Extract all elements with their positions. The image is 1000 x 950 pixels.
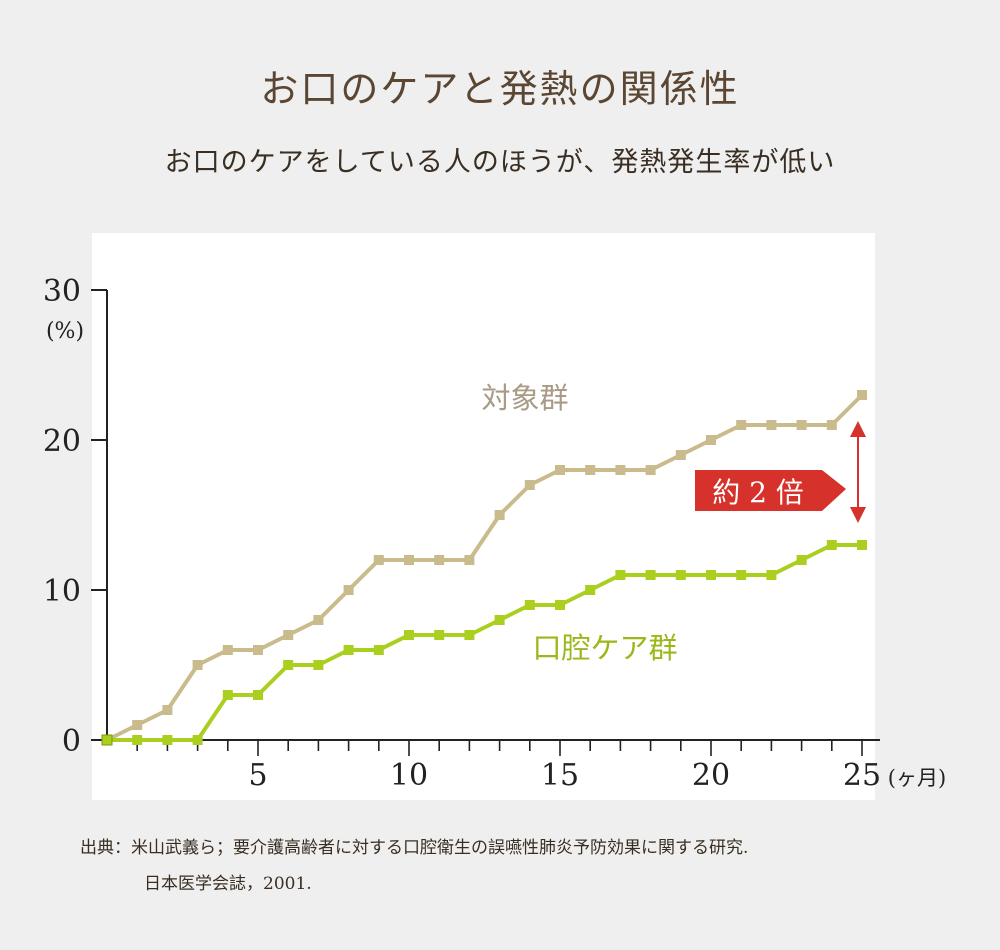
series-lines xyxy=(106,393,864,742)
callout-text: 約 2 倍 xyxy=(712,476,804,509)
series-2-point xyxy=(585,585,596,595)
series-1-point xyxy=(706,435,716,445)
series-2-point xyxy=(736,570,747,580)
series-2-point xyxy=(404,630,414,640)
series-1-point xyxy=(464,555,475,565)
series-label-2: 口腔ケア群 xyxy=(532,631,677,665)
series-1-point xyxy=(313,615,324,625)
y-tick-label: 0 xyxy=(62,724,81,759)
series-1-point xyxy=(494,510,505,520)
series-1-point xyxy=(615,465,626,475)
series-1-point xyxy=(645,465,656,475)
series-2-point xyxy=(645,570,656,580)
series-1-point xyxy=(796,420,807,430)
series-1-point xyxy=(404,555,414,565)
series-2-point xyxy=(222,690,233,700)
series-2-point xyxy=(494,615,505,625)
series-2-point xyxy=(857,540,867,550)
series-1-point xyxy=(253,645,263,655)
series-2-point xyxy=(766,570,777,580)
series-2-point xyxy=(706,570,716,580)
series-line-1 xyxy=(106,393,864,742)
series-2-point xyxy=(464,630,475,640)
callout-box xyxy=(695,470,846,511)
source-line-2: 日本医学会誌，2001. xyxy=(144,874,312,894)
series-2-point xyxy=(555,600,565,610)
series-1-point xyxy=(857,390,867,400)
x-tick-label: 5 xyxy=(248,758,267,793)
ratio-callout: 約 2 倍 xyxy=(695,421,866,523)
series-2-point xyxy=(826,540,837,550)
x-axis-label: (ヶ月) xyxy=(888,766,946,790)
series-line-2 xyxy=(107,543,862,742)
series-2-point xyxy=(434,630,445,640)
series-1-point xyxy=(132,720,143,730)
x-tick-label: 20 xyxy=(692,758,730,793)
series-1-point xyxy=(162,705,173,715)
series-1-point xyxy=(192,660,203,670)
y-axis-label: (%) xyxy=(46,319,84,344)
page-subtitle: お口のケアをしている人のほうが、発熱発生率が低い xyxy=(164,147,836,178)
series-1-point xyxy=(585,465,596,475)
series-2-point xyxy=(283,660,294,670)
y-tick-label: 30 xyxy=(43,274,81,309)
series-1-point xyxy=(555,465,565,475)
series-1-point xyxy=(826,420,837,430)
series-2-point xyxy=(132,735,143,745)
series-1-point xyxy=(373,555,384,565)
series-2-point xyxy=(615,570,626,580)
plot-background xyxy=(92,233,875,800)
series-1-point xyxy=(434,555,445,565)
series-2-point xyxy=(162,735,173,745)
series-label-1: 対象群 xyxy=(481,381,568,415)
axes xyxy=(91,289,880,756)
series-2-point xyxy=(796,555,807,565)
series-2-point xyxy=(675,570,686,580)
ratio-arrow-head-down xyxy=(850,507,866,523)
x-tick-label: 15 xyxy=(541,758,579,793)
source-line-1: 出典：米山武義ら；要介護高齢者に対する口腔衛生の誤嚥性肺炎予防効果に関する研究. xyxy=(80,838,749,858)
series-2-point xyxy=(101,734,113,746)
series-1-point xyxy=(736,420,747,430)
series-1-point xyxy=(524,480,535,490)
series-2-point xyxy=(253,690,263,700)
series-1-point xyxy=(283,630,294,640)
source-citation: 出典：米山武義ら；要介護高齢者に対する口腔衛生の誤嚥性肺炎予防効果に関する研究.… xyxy=(80,830,748,902)
series-1-point xyxy=(675,450,686,460)
series-points xyxy=(101,390,867,746)
series-2-point xyxy=(373,645,384,655)
x-tick-label: 10 xyxy=(390,758,428,793)
series-2-point xyxy=(192,735,203,745)
series-2-point xyxy=(313,660,324,670)
y-tick-label: 10 xyxy=(43,574,81,609)
x-tick-label: 25 xyxy=(843,758,881,793)
series-1-point xyxy=(222,645,233,655)
series-2-point xyxy=(524,600,535,610)
series-2-point xyxy=(343,645,354,655)
y-tick-label: 20 xyxy=(43,424,81,459)
page-title: お口のケアと発熱の関係性 xyxy=(260,67,740,111)
series-1-point xyxy=(766,420,777,430)
ratio-arrow-head-up xyxy=(850,421,866,437)
series-1-point xyxy=(343,585,354,595)
